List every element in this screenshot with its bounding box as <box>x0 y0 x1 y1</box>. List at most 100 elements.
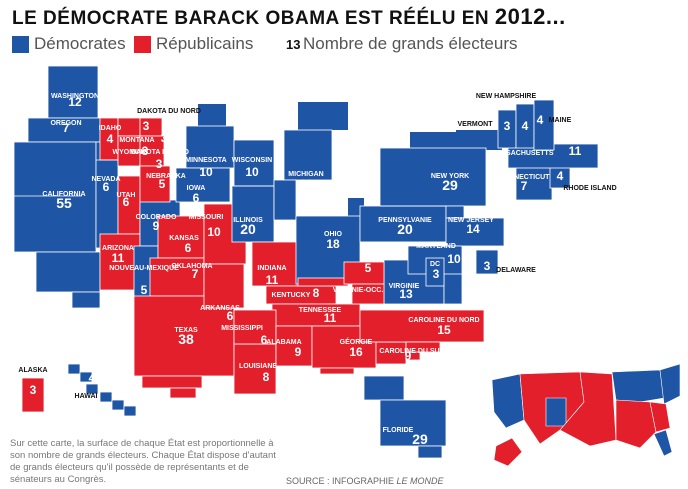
legend-dem-swatch <box>12 36 29 53</box>
state-cell-pennsylvanie-0 <box>359 205 447 243</box>
state-label-dakota-du-nord: DAKOTA DU NORD <box>137 108 201 115</box>
state-label-wyoming: WYOMING <box>113 149 149 156</box>
state-kentucky[interactable] <box>265 277 349 305</box>
state-label-kentucky: KENTUCKY <box>272 292 311 299</box>
state-cell-wisconsin-0 <box>233 139 275 187</box>
state-votes-california: 55 <box>56 195 72 211</box>
state-california[interactable] <box>13 141 101 309</box>
state-new-jersey[interactable] <box>445 217 505 247</box>
state-votes-illinois: 20 <box>240 221 256 237</box>
state-cell-hawai-0 <box>67 363 81 375</box>
state-cell-mississippi-0 <box>233 309 277 345</box>
inset-upper-midwest <box>611 369 665 403</box>
state-votes-alaska: 3 <box>30 383 37 397</box>
state-texas[interactable] <box>133 295 235 399</box>
state-label-dc: DC <box>430 261 440 268</box>
state-votes-idaho: 4 <box>107 132 114 146</box>
state-pennsylvanie[interactable] <box>359 205 447 243</box>
state-label-alaska: ALASKA <box>18 367 47 374</box>
state-cell-iowa-0 <box>175 167 231 203</box>
state-cell-arizona-0 <box>99 233 141 291</box>
state-label-delaware: DELAWARE <box>496 267 536 274</box>
state-label-iowa: IOWA <box>187 185 206 192</box>
state-label-rhode-island: RHODE ISLAND <box>563 185 616 192</box>
state-caroline-du-nord[interactable] <box>359 309 485 353</box>
state-hawai[interactable] <box>67 363 137 417</box>
legend-electors-label: Nombre de grands électeurs <box>303 34 518 53</box>
state-votes-georgie: 16 <box>349 345 363 359</box>
state-label-missouri: MISSOURI <box>189 214 224 221</box>
inset-northeast <box>659 363 681 405</box>
state-oklahoma[interactable] <box>149 257 205 297</box>
state-label-nevada: NEVADA <box>91 176 120 183</box>
source-credit: SOURCE : INFOGRAPHIE LE MONDE <box>286 476 444 486</box>
state-cell-california-0 <box>13 141 97 253</box>
state-label-oklahoma: OKLAHOMA <box>171 263 212 270</box>
state-dakota-du-sud[interactable] <box>139 135 165 167</box>
state-label-ohio: OHIO <box>324 231 342 238</box>
state-minnesota[interactable] <box>185 125 235 169</box>
state-cell-georgie-1 <box>319 367 355 375</box>
source-prefix: SOURCE : INFOGRAPHIE <box>286 476 397 486</box>
state-votes-dakota-du-nord: 3 <box>161 131 168 145</box>
state-label-illinois: ILLINOIS <box>233 217 263 224</box>
state-votes-connecticut: 7 <box>521 179 528 193</box>
state-new-york[interactable] <box>379 147 487 219</box>
state-oregon[interactable] <box>27 117 101 143</box>
state-votes-colorado: 9 <box>153 219 160 233</box>
state-michigan[interactable] <box>273 129 333 221</box>
legend-number-sample: 13 <box>286 37 301 52</box>
state-montana[interactable] <box>117 117 141 137</box>
state-label-arizona: ARIZONA <box>102 245 134 252</box>
state-votes-iowa: 6 <box>193 191 200 205</box>
inset-southeast <box>649 401 671 433</box>
state-cell-kansas-0 <box>157 215 205 259</box>
state-maine[interactable] <box>533 99 555 151</box>
state-label-wisconsin: WISCONSIN <box>232 157 272 164</box>
inset-florida <box>653 429 673 457</box>
title-year: 2012... <box>494 4 566 29</box>
state-label-new-hampshire: NEW HAMPSHIRE <box>476 93 537 100</box>
state-votes-kansas: 6 <box>185 241 192 255</box>
state-dc[interactable] <box>425 257 445 287</box>
state-kansas[interactable] <box>157 215 205 259</box>
state-label-utah: UTAH <box>117 192 136 199</box>
state-nebraska[interactable] <box>139 165 171 203</box>
inset-us-map <box>491 363 681 467</box>
state-arkansas[interactable] <box>203 263 245 309</box>
state-votes-caroline-du-sud: 9 <box>405 349 412 363</box>
state-delaware[interactable] <box>475 249 499 275</box>
state-cell-kentucky-1 <box>297 277 349 287</box>
state-label-texas: TEXAS <box>174 327 198 334</box>
state-label-mississippi: MISSISSIPPI <box>221 325 263 332</box>
legend-rep-swatch <box>134 36 151 53</box>
state-votes-maine: 4 <box>537 113 544 127</box>
state-label-vermont: VERMONT <box>458 121 494 128</box>
state-votes-minnesota: 10 <box>199 165 213 179</box>
state-alaska[interactable] <box>21 377 45 413</box>
state-votes-washington: 12 <box>68 95 82 109</box>
state-cell-alaska-0 <box>21 377 45 413</box>
state-cell-california-1 <box>35 251 101 293</box>
state-arizona[interactable] <box>99 233 141 291</box>
state-cell-california-2 <box>71 291 101 309</box>
state-washington[interactable] <box>47 65 99 119</box>
state-votes-nebraska: 5 <box>159 177 166 191</box>
state-votes-wyoming: 3 <box>142 144 149 158</box>
state-cell-floride-2 <box>417 445 443 459</box>
state-virginie-occ[interactable] <box>343 261 385 305</box>
state-label-nebraska: NEBRASKA <box>146 173 186 180</box>
state-mississippi[interactable] <box>233 309 277 345</box>
state-label-indiana: INDIANA <box>257 265 286 272</box>
state-iowa[interactable] <box>175 167 231 203</box>
state-label-oregon: OREGON <box>50 120 81 127</box>
state-wisconsin[interactable] <box>233 139 275 187</box>
state-label-pennsylvanie: PENNSYLVANIE <box>378 217 432 224</box>
state-label-nouveau-mexique: NOUVEAU-MEXIQUE <box>109 265 179 272</box>
state-cell-oregon-0 <box>27 117 101 143</box>
state-label-virginie-occ: VIRGINIE-OCC. <box>333 287 384 294</box>
state-votes-new-york: 29 <box>442 177 458 193</box>
state-label-massachusetts: MASSACHUSETTS <box>490 150 553 157</box>
state-label-washington: WASHINGTON <box>51 93 99 100</box>
state-floride[interactable] <box>363 375 447 459</box>
